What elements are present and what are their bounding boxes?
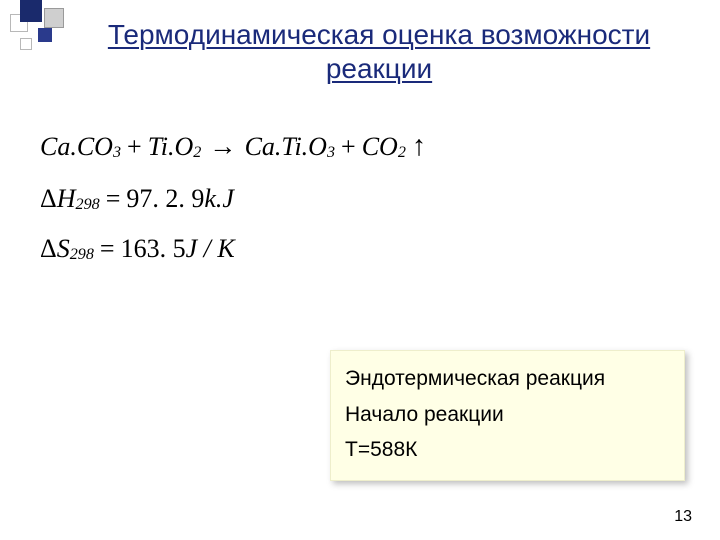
note-line: Эндотермическая реакция [345, 361, 670, 397]
plus-sign: + [121, 122, 148, 171]
enthalpy-symbol: H [57, 174, 76, 223]
gas-arrow-icon: ↑ [406, 120, 426, 174]
subscript: 2 [398, 138, 406, 169]
note-line: Начало реакции [345, 397, 670, 433]
reagent: Ti.O [148, 122, 194, 171]
entropy-line: ΔS298 = 163. 5 J / K [40, 224, 426, 273]
slide-title: Термодинамическая оценка возможности реа… [68, 18, 690, 85]
unit: k.J [204, 174, 234, 223]
equals-sign: = [100, 174, 127, 223]
value: 97. 2. 9 [126, 174, 204, 223]
page-number: 13 [674, 508, 692, 526]
product: Ca.Ti.O [245, 122, 327, 171]
delta-symbol: Δ [40, 224, 57, 273]
subscript: 3 [327, 138, 335, 169]
deco-square [20, 0, 42, 22]
note-box: Эндотермическая реакция Начало реакции T… [330, 350, 685, 481]
reaction-equation: Ca.CO3 + Ti.O2 → Ca.Ti.O3 + CO2 ↑ [40, 120, 426, 174]
subscript: 298 [76, 190, 100, 221]
subscript: 298 [70, 240, 94, 271]
subscript: 2 [193, 138, 201, 169]
deco-square [44, 8, 64, 28]
entropy-symbol: S [57, 224, 70, 273]
note-line: T=588К [345, 432, 670, 468]
deco-square [20, 38, 32, 50]
unit: J / K [186, 224, 235, 273]
subscript: 3 [113, 138, 121, 169]
equals-sign: = [94, 224, 121, 273]
value: 163. 5 [121, 224, 186, 273]
reaction-arrow: → [201, 121, 244, 173]
corner-decoration [8, 0, 68, 60]
plus-sign: + [335, 122, 362, 171]
delta-symbol: Δ [40, 174, 57, 223]
product: CO [362, 122, 398, 171]
reagent: Ca.CO [40, 122, 113, 171]
equation-block: Ca.CO3 + Ti.O2 → Ca.Ti.O3 + CO2 ↑ ΔH298 … [40, 120, 426, 273]
title-area: Термодинамическая оценка возможности реа… [0, 0, 720, 85]
enthalpy-line: ΔH298 = 97. 2. 9 k.J [40, 174, 426, 223]
deco-square [38, 28, 52, 42]
